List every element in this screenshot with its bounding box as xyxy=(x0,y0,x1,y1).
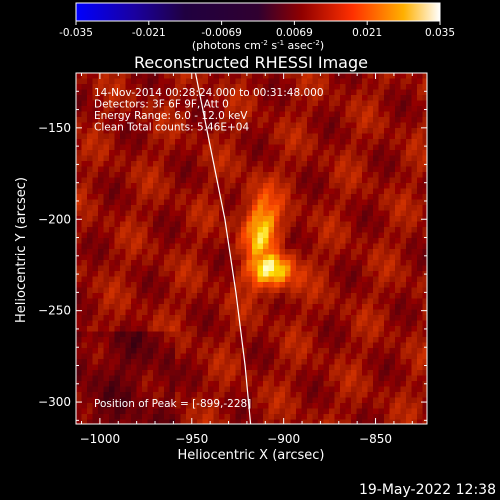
info-line: Energy Range: 6.0 - 12.0 keV xyxy=(94,110,248,122)
heatmap-image xyxy=(76,73,427,424)
y-tick-label: −200 xyxy=(38,212,71,226)
colorbar-unit: (photons cm-2 s-1 asec-2) xyxy=(192,39,324,52)
axis-ticks: −1000 −950 −900 −850 −150 −200 −250 −300 xyxy=(38,72,427,446)
info-line: Clean Total counts: 5.46E+04 xyxy=(94,122,249,134)
colorbar-tick-label: 0.021 xyxy=(352,27,382,39)
y-axis-label: Heliocentric Y (arcsec) xyxy=(14,177,29,323)
peak-position-label: Position of Peak = [-899,-228] xyxy=(94,398,251,410)
x-tick-label: −1000 xyxy=(80,432,121,446)
colorbar-tick-label: 0.035 xyxy=(425,27,455,39)
observation-info: 14-Nov-2014 00:28:24.000 to 00:31:48.000… xyxy=(94,87,324,134)
x-axis-label: Heliocentric X (arcsec) xyxy=(178,448,325,463)
y-tick-label: −250 xyxy=(38,304,71,318)
colorbar-ticks: -0.035 -0.021 -0.0069 0.0069 0.021 0.035 xyxy=(59,21,455,39)
info-line: 14-Nov-2014 00:28:24.000 to 00:31:48.000 xyxy=(94,87,324,99)
solar-limb-line xyxy=(194,73,252,424)
plot-frame xyxy=(75,72,428,425)
colorbar-tick-label: -0.021 xyxy=(132,27,166,39)
x-tick-label: −900 xyxy=(267,432,300,446)
colorbar xyxy=(75,2,441,22)
y-tick-label: −150 xyxy=(38,121,71,135)
info-line: Detectors: 3F 6F 9F, Att 0 xyxy=(94,99,229,111)
y-tick-label: −300 xyxy=(38,395,71,409)
colorbar-tick-label: -0.035 xyxy=(59,27,93,39)
x-tick-label: −850 xyxy=(359,432,392,446)
colorbar-tick-label: 0.0069 xyxy=(276,27,313,39)
colorbar-tick-label: -0.0069 xyxy=(201,27,242,39)
chart-title: Reconstructed RHESSI Image xyxy=(134,53,368,72)
x-tick-label: −950 xyxy=(175,432,208,446)
render-timestamp: 19-May-2022 12:38 xyxy=(358,482,496,498)
